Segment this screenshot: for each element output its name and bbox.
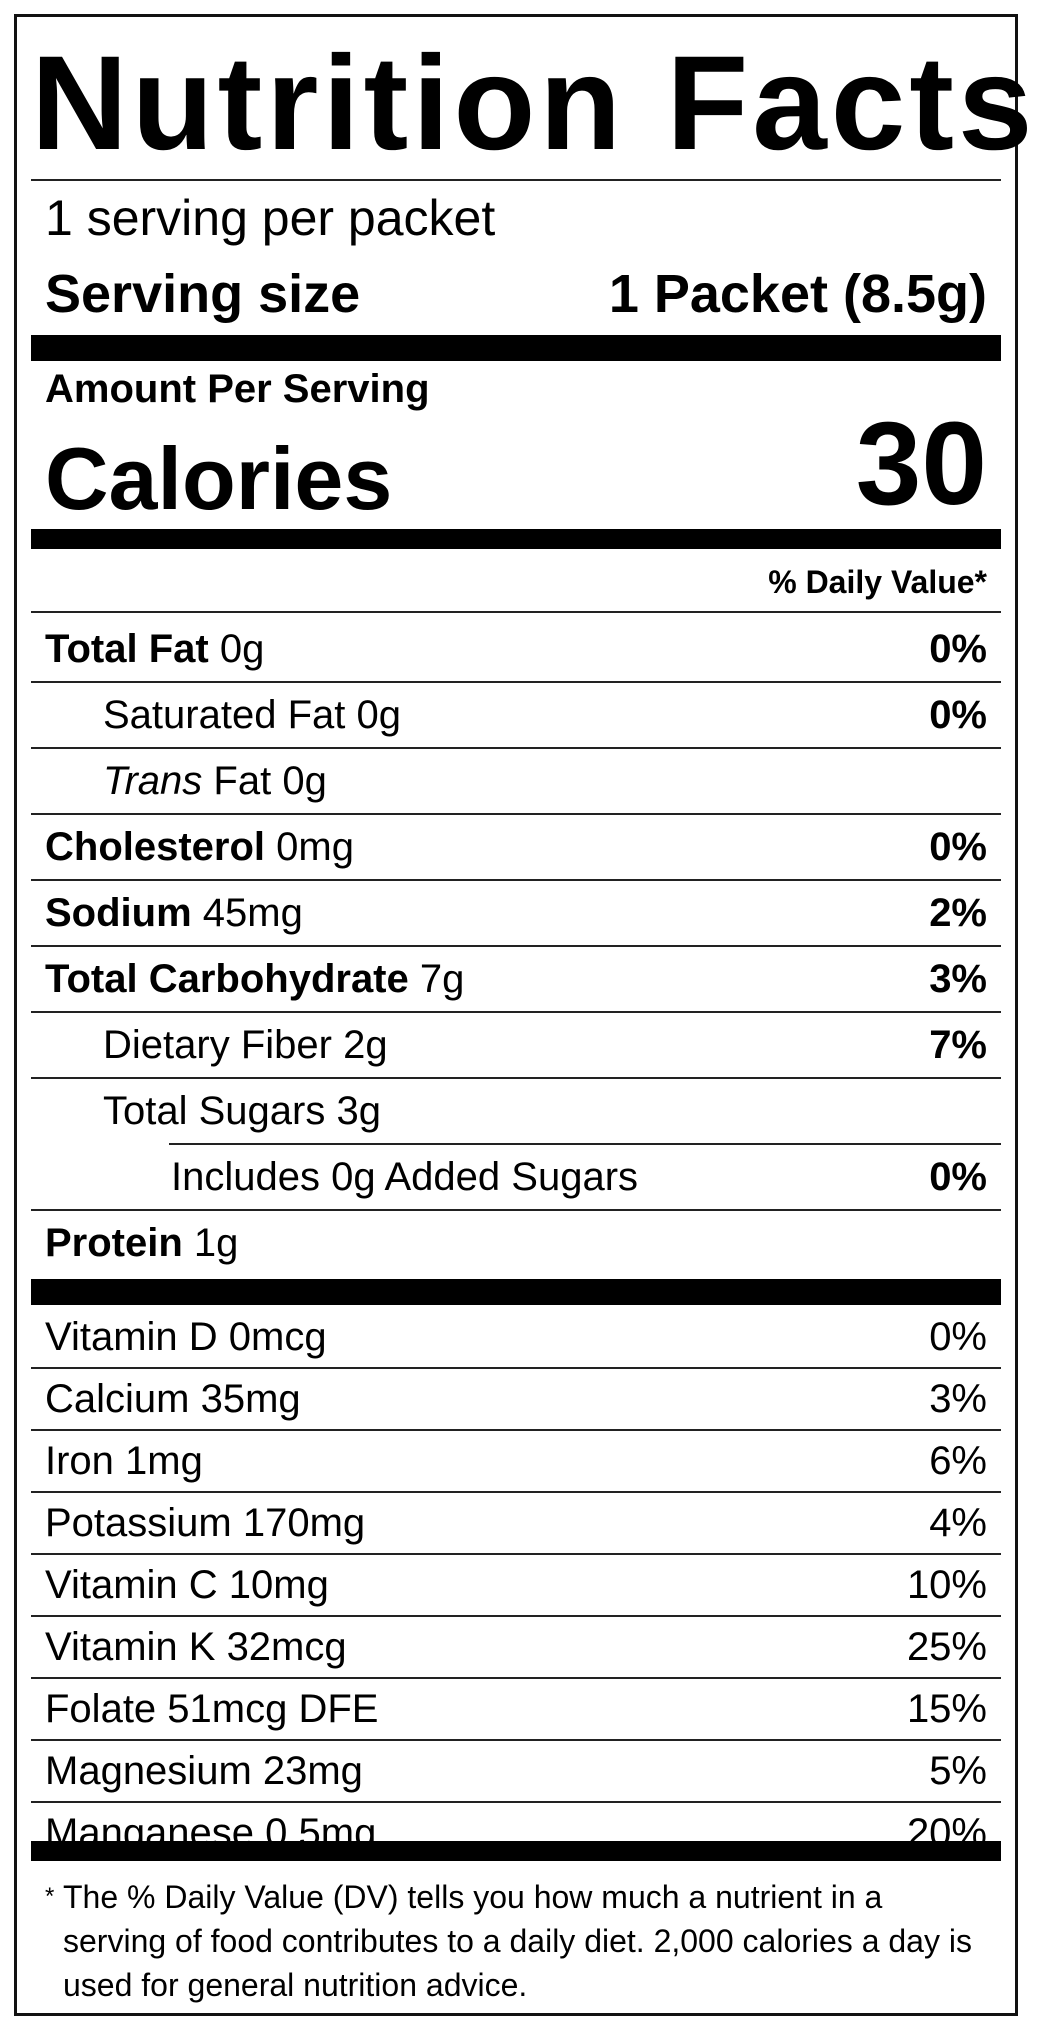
nutrient-row-cholesterol: Cholesterol 0mg 0%	[45, 815, 987, 879]
nutrient-name: Total Sugars	[103, 1089, 326, 1133]
nutrient-row-sodium: Sodium 45mg 2%	[45, 881, 987, 945]
nutrient-row-trans-fat: Trans Fat 0g	[103, 749, 987, 813]
vitamin-row: Vitamin D 0mcg 0%	[45, 1307, 987, 1367]
label-title: Nutrition Facts	[31, 29, 1037, 178]
row-divider	[31, 1367, 1001, 1369]
row-divider	[31, 1801, 1001, 1803]
vitamin-dv: 5%	[929, 1749, 987, 1793]
nutrient-name: Total Fat	[45, 627, 209, 671]
vitamin-row: Potassium 170mg 4%	[45, 1493, 987, 1553]
footnote-text: The % Daily Value (DV) tells you how muc…	[63, 1879, 972, 2003]
nutrient-amount: 0g	[219, 627, 265, 671]
vitamin-dv: 25%	[906, 1625, 987, 1669]
row-divider	[31, 1739, 1001, 1741]
serving-size-label: Serving size	[45, 264, 361, 324]
footnote: * The % Daily Value (DV) tells you how m…	[45, 1875, 977, 2007]
vitamin-label: Vitamin K 32mcg	[45, 1625, 347, 1669]
calories-value: 30	[855, 398, 987, 530]
vitamin-label: Vitamin D 0mcg	[45, 1315, 327, 1359]
nutrient-name: Cholesterol	[45, 825, 266, 869]
nutrient-name: Dietary Fiber	[103, 1023, 332, 1067]
serving-size-row: Serving size 1 Packet (8.5g)	[45, 267, 987, 321]
row-divider	[31, 813, 1001, 815]
nutrient-amount: 2g	[343, 1023, 388, 1067]
nutrient-dv: 0%	[929, 693, 987, 737]
daily-value-header: % Daily Value*	[768, 564, 987, 600]
vitamin-dv: 6%	[929, 1439, 987, 1483]
row-divider	[31, 945, 1001, 947]
dv-divider	[31, 611, 1001, 613]
vitamin-dv: 0%	[929, 1315, 987, 1359]
nutrition-facts-label: Nutrition Facts 1 serving per packet Ser…	[14, 14, 1032, 2016]
calories-label: Calories	[45, 429, 393, 528]
nutrient-row-protein: Protein 1g	[45, 1211, 987, 1275]
vitamin-row: Vitamin K 32mcg 25%	[45, 1617, 987, 1677]
nutrient-row-total-carbohydrate: Total Carbohydrate 7g 3%	[45, 947, 987, 1011]
added-sugars-divider	[169, 1143, 1001, 1145]
nutrient-row-added-sugars: Includes 0g Added Sugars 0%	[171, 1145, 987, 1209]
row-divider	[31, 1553, 1001, 1555]
nutrient-dv: 3%	[929, 957, 987, 1001]
vitamin-row: Folate 51mcg DFE 15%	[45, 1679, 987, 1739]
nutrient-name: Sodium	[45, 891, 192, 935]
row-divider	[31, 681, 1001, 683]
protein-thick-divider	[31, 1279, 1001, 1305]
nutrient-amount: 0g	[282, 759, 327, 803]
calories-row: Calories 30	[45, 405, 987, 523]
vitamin-row: Iron 1mg 6%	[45, 1431, 987, 1491]
row-divider	[31, 747, 1001, 749]
vitamin-label: Vitamin C 10mg	[45, 1563, 329, 1607]
nutrient-dv: 0%	[929, 627, 987, 671]
title-divider	[31, 179, 1001, 181]
vitamin-dv: 10%	[906, 1563, 987, 1607]
nutrient-row-saturated-fat: Saturated Fat 0g 0%	[103, 683, 987, 747]
nutrient-name: Saturated Fat	[103, 693, 346, 737]
nutrient-name: Fat	[213, 759, 272, 803]
nutrient-name-italic: Trans	[103, 759, 203, 803]
vitamin-dv: 4%	[929, 1501, 987, 1545]
row-divider	[31, 1491, 1001, 1493]
label-content: Nutrition Facts 1 serving per packet Ser…	[31, 17, 1032, 2013]
serving-size-value: 1 Packet (8.5g)	[608, 264, 987, 324]
row-divider	[31, 879, 1001, 881]
servings-per-container: 1 serving per packet	[45, 190, 496, 246]
vitamin-label: Iron 1mg	[45, 1439, 203, 1483]
nutrient-amount: 45mg	[202, 891, 303, 935]
nutrient-amount: 1g	[193, 1221, 239, 1265]
vitamin-label: Magnesium 23mg	[45, 1749, 363, 1793]
nutrient-amount: 0g	[356, 693, 402, 737]
row-divider	[31, 1615, 1001, 1617]
vitamin-label: Calcium 35mg	[45, 1377, 301, 1421]
nutrient-name: Protein	[45, 1221, 183, 1265]
row-divider	[31, 1429, 1001, 1431]
vitamin-row: Vitamin C 10mg 10%	[45, 1555, 987, 1615]
nutrient-amount: 3g	[336, 1089, 381, 1133]
nutrient-dv: 0%	[929, 1155, 987, 1199]
serving-thick-divider	[31, 335, 1001, 361]
nutrient-row-dietary-fiber: Dietary Fiber 2g 7%	[103, 1013, 987, 1077]
nutrient-dv: 0%	[929, 825, 987, 869]
vitamin-row: Magnesium 23mg 5%	[45, 1741, 987, 1801]
row-divider	[31, 1677, 1001, 1679]
row-divider	[31, 1077, 1001, 1079]
footnote-thick-divider	[31, 1841, 1001, 1861]
nutrient-name: Includes 0g Added Sugars	[171, 1155, 639, 1199]
row-divider	[31, 1011, 1001, 1013]
vitamin-dv: 3%	[929, 1377, 987, 1421]
nutrient-amount: 7g	[419, 957, 465, 1001]
vitamin-dv: 15%	[906, 1687, 987, 1731]
vitamin-label: Potassium 170mg	[45, 1501, 366, 1545]
vitamin-label: Folate 51mcg DFE	[45, 1687, 379, 1731]
vitamin-row: Calcium 35mg 3%	[45, 1369, 987, 1429]
nutrient-row-total-sugars: Total Sugars 3g	[103, 1079, 987, 1143]
footnote-marker: *	[45, 1883, 55, 1910]
calories-thick-divider	[31, 529, 1001, 549]
nutrient-amount: 0mg	[276, 825, 354, 869]
nutrient-name: Total Carbohydrate	[45, 957, 409, 1001]
amount-per-serving: Amount Per Serving	[45, 367, 430, 411]
nutrient-dv: 7%	[929, 1023, 987, 1067]
nutrient-row-total-fat: Total Fat 0g 0%	[45, 617, 987, 681]
row-divider	[31, 1209, 1001, 1211]
nutrient-dv: 2%	[929, 891, 987, 935]
